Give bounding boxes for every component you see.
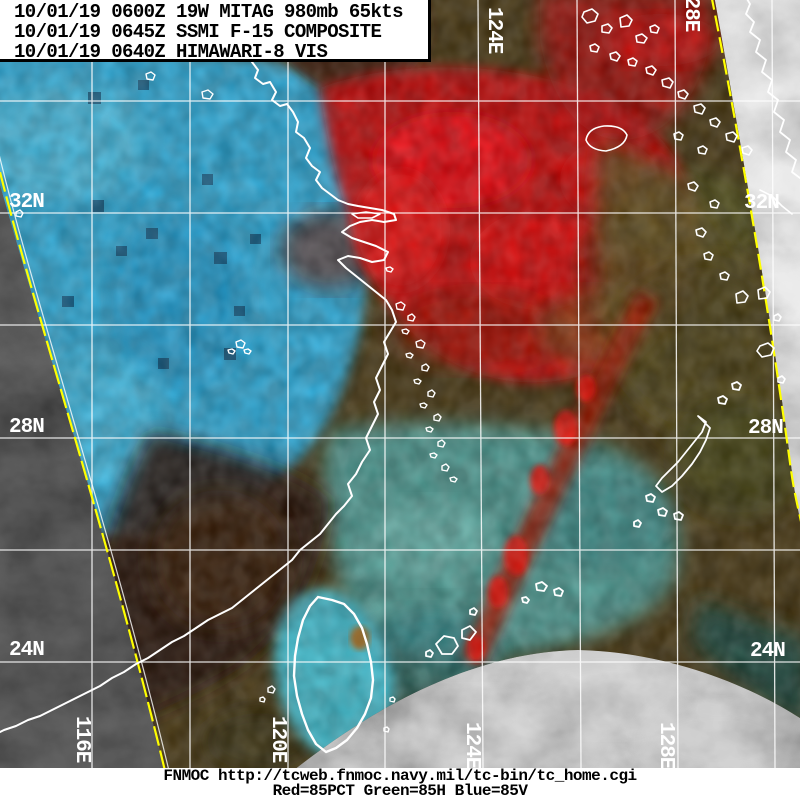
product-footer: FNMOC http://tcweb.fnmoc.navy.mil/tc-bin… [0, 768, 800, 800]
lat-label-24n-left: 24N [9, 639, 45, 662]
header-line-datetime-storm: 10/01/19 0600Z 19W MITAG 980mb 65kts [14, 1, 403, 23]
swath-edge-right-yellow [711, 0, 800, 523]
coastline-taiwan [292, 595, 375, 754]
coastline-china [0, 61, 397, 734]
gridlines-horizontal [0, 100, 800, 663]
lon-label-128e-bottom: 128E [654, 722, 677, 769]
lon-label-116e-bottom: 116E [70, 716, 93, 763]
lat-label-32n-left: 32N [9, 191, 45, 214]
product-header-box: 10/01/19 0600Z 19W MITAG 980mb 65kts 10/… [0, 0, 431, 62]
satellite-imagery [0, 0, 800, 768]
lat-label-28n-right: 28N [748, 417, 784, 440]
coastline-okinawa [655, 415, 711, 493]
coastlines [0, 0, 800, 754]
swath-edge-lines [0, 0, 800, 768]
lon-label-128e-top: 128E [679, 0, 702, 32]
source-url-text: FNMOC http://tcweb.fnmoc.navy.mil/tc-bin… [163, 767, 637, 785]
header-line-sensor: 10/01/19 0645Z SSMI F-15 COMPOSITE [14, 21, 382, 43]
lon-label-124e-top: 124E [482, 7, 505, 54]
lat-label-28n-left: 28N [9, 416, 45, 439]
swath-edge-left-white [0, 155, 169, 768]
gridlines [0, 0, 800, 768]
header-line-background: 10/01/19 0640Z HIMAWARI-8 VIS [14, 41, 328, 63]
ssmi-composite-swath [0, 0, 800, 768]
lon-label-120e-bottom: 120E [266, 716, 289, 763]
lon-label-124e-bottom: 124E [460, 722, 483, 769]
lat-label-24n-right: 24N [750, 640, 786, 663]
lat-label-32n-right: 32N [744, 192, 780, 215]
channel-legend-text: Red=85PCT Green=85H Blue=85V [272, 782, 528, 800]
swath-edge-left-yellow [0, 167, 166, 768]
gridlines-vertical [91, 0, 776, 768]
coastline-kyushu [745, 0, 800, 179]
